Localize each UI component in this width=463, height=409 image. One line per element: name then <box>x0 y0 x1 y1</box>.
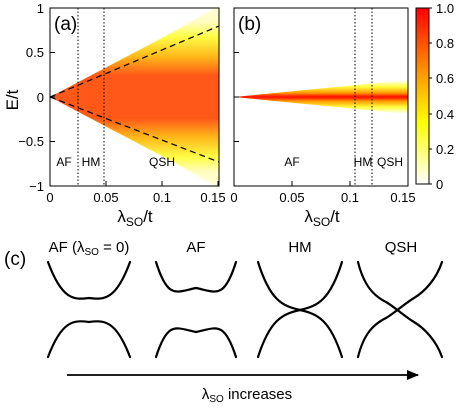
band-af-lower <box>154 327 238 359</box>
colorbar-gradient <box>415 7 430 185</box>
band-af-upper <box>154 260 238 293</box>
panel-b: 0 0.05 0.1 0.15 (b) λSO/t AF HM QSH <box>230 7 416 229</box>
panel-a-ytick-m1: −1 <box>29 179 44 194</box>
panel-a-ytick-0.5: 0.5 <box>26 45 44 60</box>
increase-arrow-label: λSO increases <box>202 386 292 405</box>
colorbar-tick-1.0: 1.0 <box>436 1 454 16</box>
panel-a-density-glow <box>50 6 219 188</box>
band-label-hm: HM <box>288 239 311 256</box>
panel-a: 1 0.5 0 −0.5 −1 0 0.05 0.1 0.15 (a) E/t … <box>3 1 226 229</box>
panel-a-phase-hm: HM <box>82 155 101 169</box>
colorbar: 1.0 0.8 0.6 0.4 0.2 0 <box>415 1 454 192</box>
band-af-zero-upper <box>46 260 132 300</box>
colorbar-tick-0.8: 0.8 <box>436 36 454 51</box>
panel-a-ytick-m0.5: −0.5 <box>18 134 44 149</box>
panel-b-xlabel: λSO/t <box>304 207 340 229</box>
panel-a-lower-dashed <box>49 96 220 163</box>
panel-b-xtick-0: 0 <box>230 190 237 205</box>
panel-a-density-cone <box>50 8 219 186</box>
panel-a-xtick-0.05: 0.05 <box>93 190 118 205</box>
panel-c-label: (c) <box>4 249 26 270</box>
panel-a-ytick-0: 0 <box>37 90 44 105</box>
panel-b-phase-af: AF <box>284 155 299 169</box>
panel-b-phase-qsh: QSH <box>377 155 403 169</box>
panel-a-xtick-0.1: 0.1 <box>153 190 171 205</box>
panel-b-xtick-0.1: 0.1 <box>341 190 359 205</box>
band-af-zero-lower <box>46 320 132 359</box>
band-label-qsh: QSH <box>385 239 418 256</box>
panel-b-phase-hm: HM <box>354 155 373 169</box>
panel-b-density-band <box>234 80 408 114</box>
panel-c: (c) AF (λSO = 0) AF HM QSH λSO increases <box>4 239 444 405</box>
colorbar-tick-0.2: 0.2 <box>436 142 454 157</box>
band-label-af: AF <box>186 239 205 256</box>
panel-a-xtick-0: 0 <box>46 190 53 205</box>
panel-a-label: (a) <box>54 14 77 35</box>
band-hm-lower <box>256 260 344 359</box>
panel-b-label: (b) <box>238 14 261 35</box>
band-qsh-lower <box>356 260 444 359</box>
colorbar-tick-0.6: 0.6 <box>436 71 454 86</box>
colorbar-tick-0.4: 0.4 <box>436 107 454 122</box>
panel-b-xtick-0.15: 0.15 <box>390 190 415 205</box>
panel-a-xlabel: λSO/t <box>117 207 153 229</box>
colorbar-tick-0: 0 <box>436 177 443 192</box>
band-label-af-zero: AF (λSO = 0) <box>49 239 130 258</box>
band-qsh-upper <box>356 260 444 359</box>
panel-a-ytick-1: 1 <box>37 1 44 16</box>
panel-a-phase-af: AF <box>56 155 71 169</box>
panel-a-phase-qsh: QSH <box>149 155 175 169</box>
panel-b-xtick-0.05: 0.05 <box>279 190 304 205</box>
panel-a-ylabel: E/t <box>3 89 22 110</box>
panel-a-xtick-0.15: 0.15 <box>200 190 225 205</box>
